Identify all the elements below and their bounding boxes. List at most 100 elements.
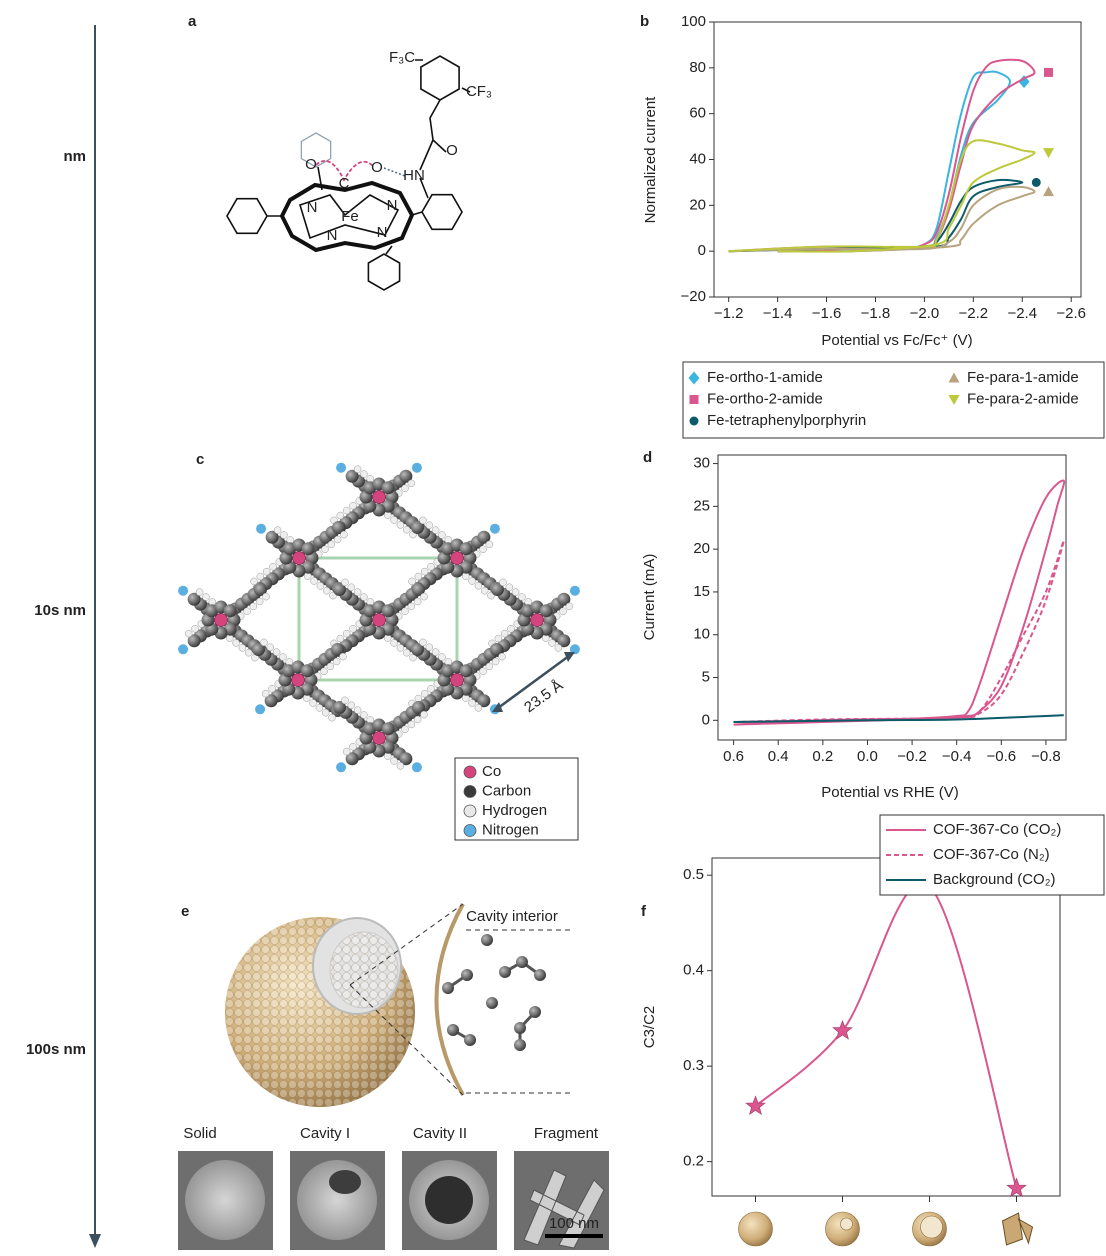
hydrogen-atom bbox=[340, 531, 347, 538]
hydrogen-atom bbox=[360, 712, 367, 719]
legend-label: Fe-para-1-amide bbox=[967, 369, 1079, 386]
hydrogen-atom bbox=[498, 653, 505, 660]
y-tick-label: 10 bbox=[693, 626, 710, 643]
x-tick-label: −2.4 bbox=[1007, 305, 1037, 322]
hydrogen-atom bbox=[566, 603, 573, 610]
hydrogen-atom bbox=[419, 639, 426, 646]
morphology-label: Fragment bbox=[534, 1125, 599, 1142]
marker bbox=[1032, 178, 1041, 187]
atom-label: Fe bbox=[341, 208, 359, 225]
hydrogen-atom bbox=[415, 695, 422, 702]
atom-label: F₃C bbox=[389, 49, 415, 66]
legend-atom bbox=[464, 805, 476, 817]
hydrogen-atom bbox=[507, 625, 514, 632]
hydrogen-atom bbox=[409, 578, 416, 585]
nitrogen-atom bbox=[255, 704, 265, 714]
legend-label: Fe-para-2-amide bbox=[967, 390, 1079, 407]
page-body: {"scale_axis": {"labels": ["nm", "10s nm… bbox=[0, 0, 1106, 1256]
h-bond bbox=[384, 168, 405, 176]
x-tick-label: −0.2 bbox=[897, 748, 927, 765]
x-tick-label: 0.2 bbox=[812, 748, 833, 765]
atom-label: CF₃ bbox=[466, 83, 492, 100]
x-axis-label: Potential vs Fc/Fc⁺ (V) bbox=[821, 332, 972, 349]
hydrogen-atom bbox=[349, 625, 356, 632]
y-tick-label: 0 bbox=[702, 711, 710, 728]
hydrogen-atom bbox=[469, 699, 476, 706]
y-tick-label: 5 bbox=[702, 668, 710, 685]
marker bbox=[833, 1021, 852, 1039]
hydrogen-atom bbox=[480, 668, 487, 675]
marker bbox=[1044, 68, 1053, 77]
molecule-atom bbox=[534, 969, 546, 981]
scale-bar-label: 100 nm bbox=[549, 1215, 599, 1232]
y-tick-label: 0.4 bbox=[683, 962, 704, 979]
nitrogen-atom bbox=[256, 524, 266, 534]
hydrogen-atom bbox=[244, 608, 251, 615]
hydrogen-atom bbox=[348, 584, 355, 591]
y-tick-label: 100 bbox=[681, 13, 706, 30]
molecule: F₃CCF₃OHNOCONNNNFe bbox=[227, 49, 492, 290]
icon-cavity bbox=[841, 1218, 853, 1230]
legend-label: Hydrogen bbox=[482, 802, 547, 819]
hydrogen-atom bbox=[343, 630, 350, 637]
molecule-atom bbox=[461, 969, 473, 981]
hydrogen-atom bbox=[420, 593, 427, 600]
chart: 0.60.40.20.0−0.2−0.4−0.6−0.8051015202530… bbox=[641, 455, 1066, 801]
atom-label: O bbox=[305, 156, 317, 173]
hydrogen-atom bbox=[334, 536, 341, 543]
scale-arrowhead bbox=[89, 1234, 101, 1248]
hydrogen-atom bbox=[415, 573, 422, 580]
molecule-atom bbox=[514, 1039, 526, 1051]
ring bbox=[421, 56, 459, 100]
marker bbox=[1043, 186, 1054, 196]
hydrogen-atom bbox=[322, 546, 329, 553]
y-tick-label: 0.3 bbox=[683, 1057, 704, 1074]
hydrogen-atom bbox=[311, 577, 318, 584]
legend-label: COF-367-Co (CO₂) bbox=[933, 821, 1061, 838]
hydrogen-atom bbox=[316, 704, 323, 711]
x-tick-label: −2.6 bbox=[1056, 305, 1086, 322]
hydrogen-atom bbox=[323, 587, 330, 594]
cobalt-atom bbox=[373, 732, 386, 745]
hydrogen-atom bbox=[322, 709, 329, 716]
hydrogen-atom bbox=[402, 485, 409, 492]
y-tick-label: 20 bbox=[689, 196, 706, 213]
hydrogen-atom bbox=[421, 690, 428, 697]
molecule-atom bbox=[529, 1006, 541, 1018]
cavity-wall bbox=[437, 904, 464, 1095]
hydrogen-atom bbox=[260, 639, 267, 646]
hydrogen-atom bbox=[360, 594, 367, 601]
hydrogen-atom bbox=[233, 639, 240, 646]
hydrogen-atom bbox=[403, 526, 410, 533]
hydrogen-atom bbox=[341, 697, 348, 704]
hydrogen-atom bbox=[343, 748, 350, 755]
hydrogen-atom bbox=[408, 721, 415, 728]
panel-label: f bbox=[641, 903, 647, 920]
y-tick-label: 20 bbox=[693, 540, 710, 557]
y-tick-label: 0 bbox=[698, 242, 706, 259]
legend: Fe-ortho-1-amideFe-ortho-2-amideFe-tetra… bbox=[683, 362, 1104, 438]
x-tick-label: −0.6 bbox=[986, 748, 1016, 765]
hydrogen-atom bbox=[239, 644, 246, 651]
legend-atom bbox=[464, 786, 476, 798]
scale-label: nm bbox=[64, 148, 87, 165]
x-tick-label: −1.6 bbox=[812, 305, 842, 322]
hydrogen-atom bbox=[321, 668, 328, 675]
hydrogen-atom bbox=[337, 512, 344, 519]
hydrogen-atom bbox=[329, 714, 336, 721]
molecule-atom bbox=[464, 1034, 476, 1046]
hydrogen-atom bbox=[438, 532, 445, 539]
hydrogen-atom bbox=[486, 663, 493, 670]
hydrogen-atom bbox=[549, 639, 556, 646]
hydrogen-atom bbox=[492, 658, 499, 665]
hydrogen-atom bbox=[262, 593, 269, 600]
ring bbox=[422, 195, 462, 230]
hydrogen-atom bbox=[274, 527, 281, 534]
hydrogen-atom bbox=[427, 685, 434, 692]
hydrogen-atom bbox=[337, 635, 344, 642]
hydrogen-atom bbox=[506, 584, 513, 591]
panel-label: c bbox=[196, 451, 204, 468]
atom-label: N bbox=[327, 227, 338, 244]
legend-label: Nitrogen bbox=[482, 821, 539, 838]
